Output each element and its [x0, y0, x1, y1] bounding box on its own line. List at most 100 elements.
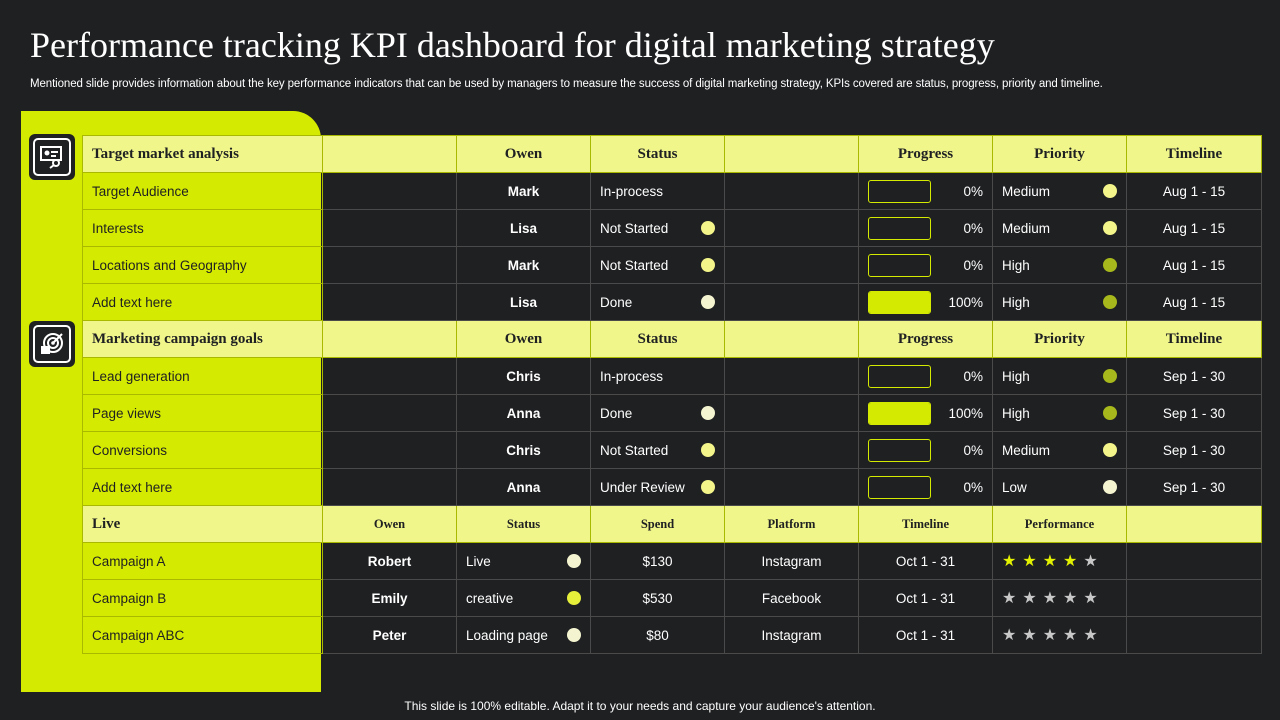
empty-cell: [322, 246, 457, 284]
empty-cell: [1126, 579, 1262, 617]
status-cell: Not Started: [590, 246, 725, 284]
progress-bar: [868, 179, 931, 203]
task-name: Conversions: [82, 431, 323, 469]
rating-stars: ★ ★ ★ ★ ★: [1002, 625, 1117, 645]
table-row: Add text here Lisa Done 100% High Aug 1 - 15: [82, 283, 1262, 321]
progress-cell: 0%: [858, 357, 993, 395]
progress-percent: 0%: [963, 442, 983, 458]
campaign-name: Campaign ABC: [82, 616, 323, 654]
status-wrap: creative: [466, 591, 581, 606]
status-cell: creative: [456, 579, 591, 617]
priority-wrap: High: [1002, 295, 1117, 310]
owner-name: Anna: [456, 468, 591, 506]
platform-value: Instagram: [724, 542, 859, 580]
empty-cell: [724, 283, 859, 321]
star-icon: ★: [1063, 553, 1078, 570]
progress-percent: 100%: [948, 405, 983, 421]
progress-bar: [868, 290, 931, 314]
progress-wrap: 0%: [868, 438, 983, 462]
status-label: Done: [600, 405, 633, 421]
owner-name: Mark: [456, 172, 591, 210]
empty-cell: [322, 394, 457, 432]
empty-cell: [322, 209, 457, 247]
performance-cell: ★ ★ ★ ★ ★: [992, 542, 1127, 580]
timeline-value: Sep 1 - 30: [1126, 357, 1262, 395]
owner-name: Lisa: [456, 283, 591, 321]
status-dot-icon: [567, 554, 581, 568]
owner-name: Anna: [456, 394, 591, 432]
section-header-row: Live Owen Status Spend Platform Timeline Perfo…: [82, 505, 1262, 543]
status-wrap: Not Started: [600, 258, 715, 273]
column-header: Status: [456, 505, 591, 543]
column-header: Progress: [858, 320, 993, 358]
table-row: Lead generation Chris In-process 0% High Sep …: [82, 357, 1262, 395]
page-title: Performance tracking KPI dashboard for d…: [30, 25, 995, 65]
section-title: Live: [82, 505, 323, 543]
spend-value: $80: [590, 616, 725, 654]
status-wrap: Under Review: [600, 480, 715, 495]
owner-name: Chris: [456, 431, 591, 469]
presentation-icon: [29, 134, 75, 180]
column-header: Timeline: [858, 505, 993, 543]
star-icon: ★: [1063, 627, 1078, 644]
status-cell: Not Started: [590, 209, 725, 247]
star-icon: ★: [1022, 553, 1037, 570]
progress-wrap: 0%: [868, 216, 983, 240]
progress-bar: [868, 216, 931, 240]
owner-name: Chris: [456, 357, 591, 395]
owner-name: Peter: [322, 616, 457, 654]
rating-stars: ★ ★ ★ ★ ★: [1002, 588, 1117, 608]
priority-label: Medium: [1002, 183, 1051, 199]
spend-value: $130: [590, 542, 725, 580]
timeline-value: Aug 1 - 15: [1126, 283, 1262, 321]
priority-wrap: Medium: [1002, 443, 1117, 458]
column-header: [724, 320, 859, 358]
timeline-value: Sep 1 - 30: [1126, 431, 1262, 469]
star-icon: ★: [1063, 590, 1078, 607]
empty-cell: [724, 357, 859, 395]
progress-cell: 100%: [858, 394, 993, 432]
empty-cell: [322, 431, 457, 469]
progress-percent: 0%: [963, 220, 983, 236]
column-header: [322, 320, 457, 358]
empty-cell: [724, 468, 859, 506]
priority-cell: High: [992, 357, 1127, 395]
status-cell: Live: [456, 542, 591, 580]
status-wrap: Done: [600, 295, 715, 310]
column-header: Owen: [322, 505, 457, 543]
priority-wrap: High: [1002, 258, 1117, 273]
progress-wrap: 0%: [868, 179, 983, 203]
column-header: Owen: [456, 320, 591, 358]
column-header: Timeline: [1126, 135, 1262, 173]
priority-label: High: [1002, 257, 1030, 273]
status-dot-icon: [701, 443, 715, 457]
task-name: Locations and Geography: [82, 246, 323, 284]
status-label: Under Review: [600, 479, 685, 495]
status-dot-icon: [567, 591, 581, 605]
status-dot-icon: [1103, 258, 1117, 272]
progress-cell: 0%: [858, 246, 993, 284]
priority-label: High: [1002, 405, 1030, 421]
progress-bar: [868, 401, 931, 425]
campaign-name: Campaign A: [82, 542, 323, 580]
progress-fill: [869, 291, 930, 313]
column-header: Priority: [992, 320, 1127, 358]
task-name: Lead generation: [82, 357, 323, 395]
progress-wrap: 0%: [868, 364, 983, 388]
star-icon: ★: [1042, 553, 1058, 570]
progress-percent: 100%: [948, 294, 983, 310]
column-header: Platform: [724, 505, 859, 543]
status-dot-icon: [1103, 480, 1117, 494]
status-dot-icon: [701, 258, 715, 272]
status-label: In-process: [600, 183, 664, 199]
status-cell: Not Started: [590, 431, 725, 469]
empty-cell: [724, 172, 859, 210]
table-row: Conversions Chris Not Started 0% Medium Sep 1…: [82, 431, 1262, 469]
performance-cell: ★ ★ ★ ★ ★: [992, 579, 1127, 617]
table-row: Locations and Geography Mark Not Started 0%…: [82, 246, 1262, 284]
progress-wrap: 0%: [868, 253, 983, 277]
priority-cell: High: [992, 283, 1127, 321]
status-dot-icon: [1103, 443, 1117, 457]
empty-cell: [1126, 542, 1262, 580]
progress-cell: 0%: [858, 468, 993, 506]
